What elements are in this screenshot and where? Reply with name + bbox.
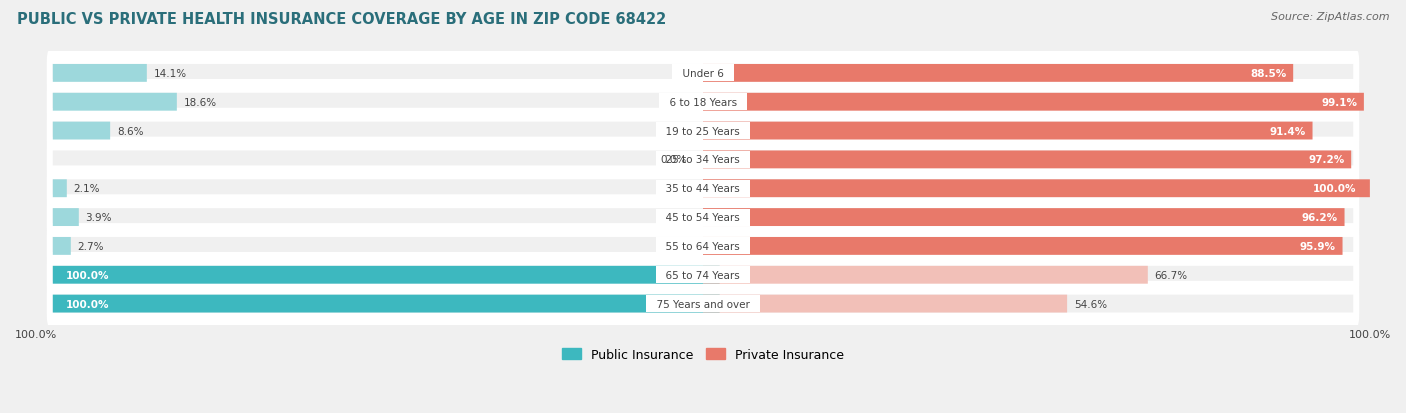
Text: 100.0%: 100.0% xyxy=(1313,184,1357,194)
Text: 91.4%: 91.4% xyxy=(1270,126,1306,136)
Text: 45 to 54 Years: 45 to 54 Years xyxy=(659,213,747,223)
Text: 97.2%: 97.2% xyxy=(1309,155,1344,165)
Text: 96.2%: 96.2% xyxy=(1302,213,1339,223)
Text: 14.1%: 14.1% xyxy=(153,69,187,79)
FancyBboxPatch shape xyxy=(53,180,1353,198)
FancyBboxPatch shape xyxy=(703,266,1147,284)
Text: 35 to 44 Years: 35 to 44 Years xyxy=(659,184,747,194)
Text: 2.1%: 2.1% xyxy=(73,184,100,194)
Text: Under 6: Under 6 xyxy=(676,69,730,79)
Text: 18.6%: 18.6% xyxy=(184,97,217,107)
FancyBboxPatch shape xyxy=(53,295,720,313)
FancyBboxPatch shape xyxy=(53,94,177,112)
Text: 66.7%: 66.7% xyxy=(1154,270,1188,280)
FancyBboxPatch shape xyxy=(703,209,1344,226)
FancyBboxPatch shape xyxy=(53,180,67,198)
FancyBboxPatch shape xyxy=(703,295,1067,313)
FancyBboxPatch shape xyxy=(53,94,1353,112)
FancyBboxPatch shape xyxy=(703,65,1294,83)
FancyBboxPatch shape xyxy=(46,281,1360,327)
Legend: Public Insurance, Private Insurance: Public Insurance, Private Insurance xyxy=(557,343,849,366)
Text: 19 to 25 Years: 19 to 25 Years xyxy=(659,126,747,136)
Text: 3.9%: 3.9% xyxy=(86,213,112,223)
Text: 99.1%: 99.1% xyxy=(1322,97,1357,107)
Text: 100.0%: 100.0% xyxy=(66,299,110,309)
FancyBboxPatch shape xyxy=(46,223,1360,269)
Text: 54.6%: 54.6% xyxy=(1074,299,1107,309)
Text: 75 Years and over: 75 Years and over xyxy=(650,299,756,309)
FancyBboxPatch shape xyxy=(46,109,1360,154)
FancyBboxPatch shape xyxy=(703,122,1313,140)
FancyBboxPatch shape xyxy=(53,237,1353,255)
FancyBboxPatch shape xyxy=(703,237,1343,255)
FancyBboxPatch shape xyxy=(46,195,1360,240)
Text: PUBLIC VS PRIVATE HEALTH INSURANCE COVERAGE BY AGE IN ZIP CODE 68422: PUBLIC VS PRIVATE HEALTH INSURANCE COVER… xyxy=(17,12,666,27)
Text: 88.5%: 88.5% xyxy=(1250,69,1286,79)
FancyBboxPatch shape xyxy=(53,237,70,255)
Text: 25 to 34 Years: 25 to 34 Years xyxy=(659,155,747,165)
FancyBboxPatch shape xyxy=(53,122,1353,140)
FancyBboxPatch shape xyxy=(46,166,1360,211)
Text: 65 to 74 Years: 65 to 74 Years xyxy=(659,270,747,280)
FancyBboxPatch shape xyxy=(53,65,146,83)
Text: 2.7%: 2.7% xyxy=(77,241,104,251)
Text: 0.0%: 0.0% xyxy=(659,155,686,165)
FancyBboxPatch shape xyxy=(53,266,720,284)
Text: 8.6%: 8.6% xyxy=(117,126,143,136)
FancyBboxPatch shape xyxy=(703,151,1351,169)
FancyBboxPatch shape xyxy=(703,180,1369,198)
FancyBboxPatch shape xyxy=(46,51,1360,97)
FancyBboxPatch shape xyxy=(53,266,1353,284)
FancyBboxPatch shape xyxy=(53,209,1353,226)
FancyBboxPatch shape xyxy=(53,65,1353,83)
FancyBboxPatch shape xyxy=(53,209,79,226)
FancyBboxPatch shape xyxy=(53,295,1353,313)
FancyBboxPatch shape xyxy=(53,122,110,140)
Text: 6 to 18 Years: 6 to 18 Years xyxy=(662,97,744,107)
FancyBboxPatch shape xyxy=(46,80,1360,125)
Text: 95.9%: 95.9% xyxy=(1301,241,1336,251)
Text: Source: ZipAtlas.com: Source: ZipAtlas.com xyxy=(1271,12,1389,22)
Text: 55 to 64 Years: 55 to 64 Years xyxy=(659,241,747,251)
Text: 100.0%: 100.0% xyxy=(66,270,110,280)
FancyBboxPatch shape xyxy=(703,94,1364,112)
FancyBboxPatch shape xyxy=(46,137,1360,183)
FancyBboxPatch shape xyxy=(53,151,1353,169)
FancyBboxPatch shape xyxy=(46,252,1360,298)
